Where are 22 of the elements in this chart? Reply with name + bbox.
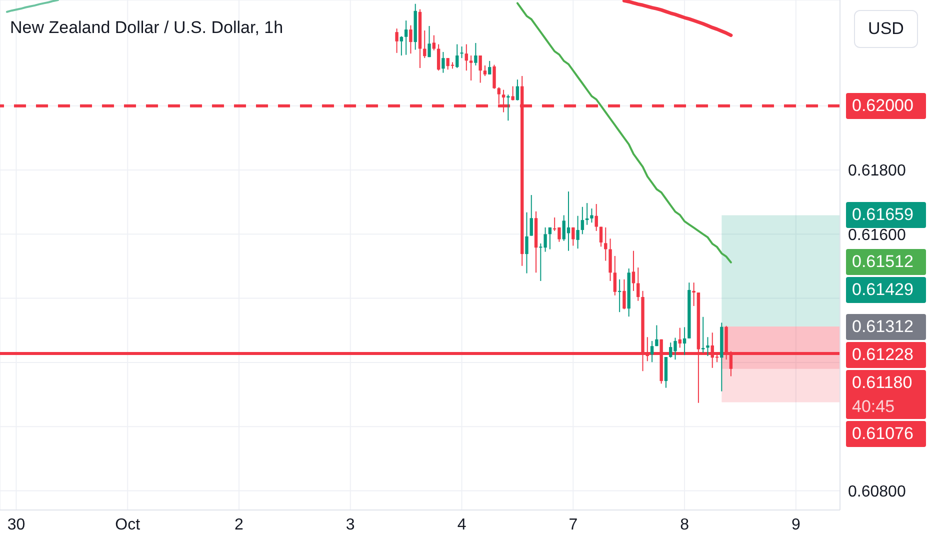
band-label: 0.61076 <box>852 422 914 445</box>
ref-line-label: 0.61228 <box>852 344 914 366</box>
x-tick-label: 3 <box>346 516 355 534</box>
x-tick-label: 9 <box>791 516 800 534</box>
x-tick-label: 8 <box>680 516 690 534</box>
band-label: 0.61312 <box>852 316 914 338</box>
y-axis-title: USD <box>854 10 918 48</box>
x-tick-label: 30 <box>7 516 26 534</box>
text: 40:45 <box>852 396 896 418</box>
y-tick-label: 0.61800 <box>848 162 906 180</box>
text: 0.61429 <box>852 279 914 302</box>
y-tick-label: 0.61600 <box>848 226 906 244</box>
band-label: 0.61659 <box>852 204 914 226</box>
text: 0.61180 <box>852 372 912 392</box>
x-tick-label: Oct <box>115 516 141 534</box>
text: New Zealand Dollar / U.S. Dollar, 1h <box>10 18 284 38</box>
y-tick-label: 0.60800 <box>848 483 906 500</box>
x-tick-label: 7 <box>568 516 578 534</box>
x-tick-label: 2 <box>234 516 244 534</box>
x-tick-label: 4 <box>457 516 466 534</box>
ref-line-label: 0.62000 <box>852 94 914 117</box>
text: 0.61512 <box>852 251 914 274</box>
